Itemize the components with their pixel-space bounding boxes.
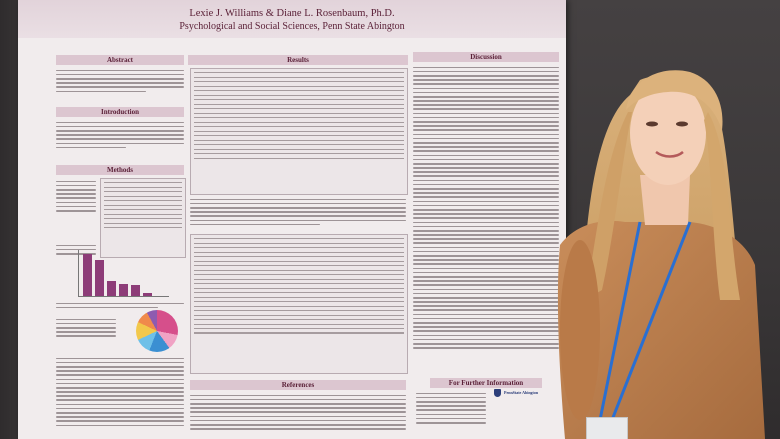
chart-bar <box>107 281 116 296</box>
hair-strands <box>704 112 740 300</box>
chart-bar <box>83 254 92 296</box>
pie-legend-text <box>56 316 116 356</box>
introduction-text <box>56 119 184 161</box>
neck <box>640 175 690 225</box>
results-text <box>190 196 406 230</box>
chart-bar <box>143 293 152 296</box>
poster-header: Lexie J. Williams & Diane L. Rosenbaum, … <box>18 0 566 38</box>
eye-right <box>676 121 688 127</box>
penn-state-logo-text: PennState Abington <box>504 390 539 395</box>
chart-bar <box>119 284 128 296</box>
references-text <box>190 392 406 439</box>
figure-caption-1 <box>56 242 96 302</box>
methods-table <box>100 178 186 258</box>
abstract-text <box>56 67 184 103</box>
chart-bar <box>95 260 104 296</box>
methods-heading: Methods <box>56 165 184 175</box>
mouth <box>655 150 684 158</box>
introduction-heading: Introduction <box>56 107 184 117</box>
further-info-text <box>416 390 486 439</box>
poster-authors: Lexie J. Williams & Diane L. Rosenbaum, … <box>189 8 395 19</box>
torso <box>557 220 765 439</box>
lanyard <box>598 221 692 421</box>
name-badge <box>586 417 628 439</box>
methods-pie-chart <box>136 310 178 352</box>
abstract-heading: Abstract <box>56 55 184 65</box>
results-table-2 <box>190 234 408 374</box>
hair-strands-left <box>585 112 632 300</box>
references-heading: References <box>190 380 406 390</box>
chart-bar <box>131 285 140 296</box>
discussion-heading: Discussion <box>413 52 559 62</box>
results-heading: Results <box>188 55 408 65</box>
penn-state-shield-icon <box>494 389 501 397</box>
hair-front <box>626 70 723 130</box>
further-info-heading: For Further Information <box>430 378 542 388</box>
face <box>630 81 706 185</box>
methods-text <box>56 178 96 238</box>
eye-left <box>646 121 658 127</box>
discussion-text <box>413 64 559 374</box>
chart-caption <box>56 300 184 314</box>
results-table-1 <box>190 68 408 195</box>
arm-left <box>560 240 600 420</box>
methods-text-lower <box>56 355 184 439</box>
research-poster: Lexie J. Williams & Diane L. Rosenbaum, … <box>18 0 566 439</box>
methods-bar-chart <box>78 250 169 297</box>
poster-affiliation: Psychological and Social Sciences, Penn … <box>179 21 405 32</box>
